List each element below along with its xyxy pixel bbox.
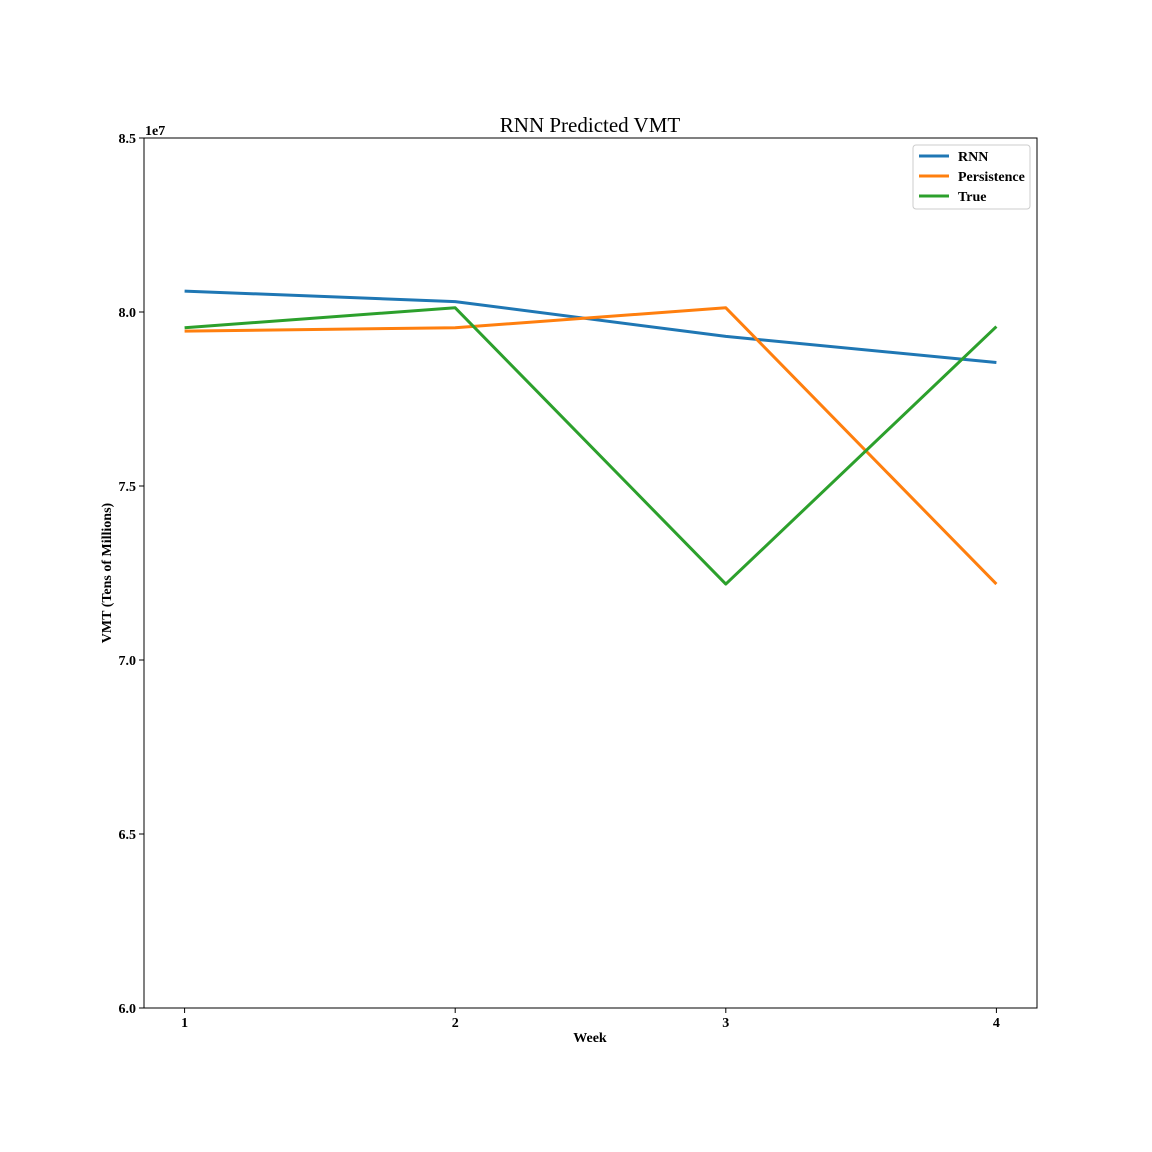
y-tick-label: 8.5 bbox=[119, 132, 137, 147]
series-line-persistence bbox=[184, 306, 998, 586]
y-tick-label: 8.0 bbox=[119, 306, 137, 321]
x-tick-label: 4 bbox=[993, 1016, 1000, 1031]
series-line-true bbox=[184, 306, 998, 586]
legend-label-true: True bbox=[958, 190, 987, 205]
legend-label-rnn: RNN bbox=[958, 150, 988, 165]
y-tick-label: 6.0 bbox=[119, 1002, 137, 1017]
y-axis-label: VMT (Tens of Millions) bbox=[100, 502, 115, 643]
series-line-rnn bbox=[184, 289, 997, 364]
x-axis-label: Week bbox=[573, 1031, 607, 1046]
y-tick-label: 6.5 bbox=[119, 828, 137, 843]
x-tick-label: 1 bbox=[181, 1016, 188, 1031]
legend-box bbox=[912, 144, 1031, 210]
chart-title: RNN Predicted VMT bbox=[500, 113, 681, 137]
plot-area: 1 2 3 4 6.0 6.5 7.0 7.5 8.0 8.5 bbox=[119, 132, 1038, 1031]
y-offset-text: 1e7 bbox=[145, 124, 165, 139]
x-tick-label: 2 bbox=[452, 1016, 459, 1031]
legend: RNN Persistence True bbox=[912, 144, 1031, 210]
x-tick-label: 3 bbox=[722, 1016, 729, 1031]
y-tick-label: 7.5 bbox=[119, 480, 137, 495]
y-tick-label: 7.0 bbox=[119, 654, 137, 669]
axes-frame bbox=[143, 137, 1038, 1009]
legend-label-persistence: Persistence bbox=[958, 170, 1025, 185]
